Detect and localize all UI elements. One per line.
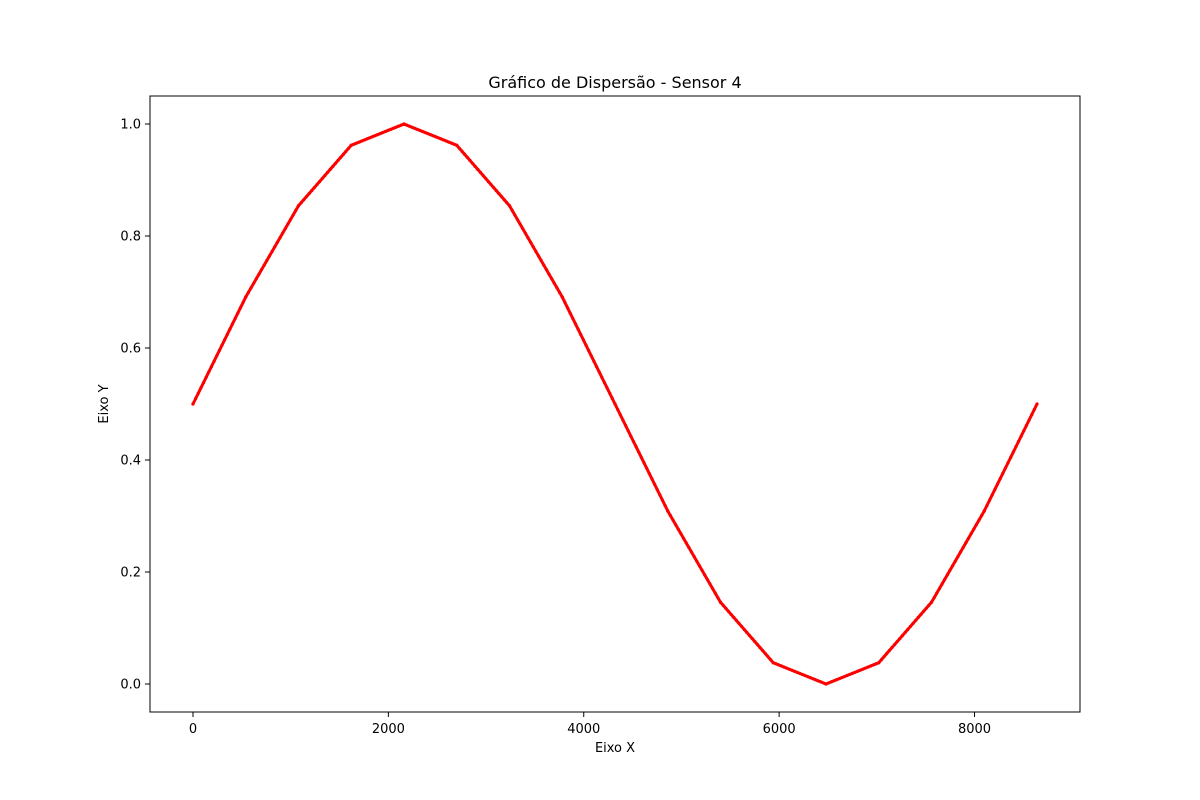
y-axis-ticks: 0.0 0.2 0.4 0.6 0.8 1.0 (120, 118, 150, 693)
y-tick-label: 0.0 (120, 678, 141, 693)
y-tick-label: 0.6 (120, 342, 141, 357)
series-curve (191, 122, 1039, 686)
x-tick-label: 8000 (958, 722, 991, 737)
y-tick-label: 0.4 (120, 454, 141, 469)
x-axis-label: Eixo X (595, 741, 635, 756)
x-tick-label: 6000 (763, 722, 796, 737)
y-tick-label: 0.8 (120, 230, 141, 245)
chart-title: Gráfico de Dispersão - Sensor 4 (488, 73, 741, 92)
x-tick-label: 2000 (372, 722, 405, 737)
plot-area (191, 122, 1039, 686)
y-tick-label: 0.2 (120, 566, 141, 581)
axes-frame (149, 95, 1081, 713)
y-tick-label: 1.0 (120, 118, 141, 133)
x-tick-label: 0 (189, 722, 197, 737)
y-axis-label: Eixo Y (97, 384, 112, 423)
x-tick-label: 4000 (567, 722, 600, 737)
x-axis-ticks: 0 2000 4000 6000 8000 (189, 712, 991, 737)
